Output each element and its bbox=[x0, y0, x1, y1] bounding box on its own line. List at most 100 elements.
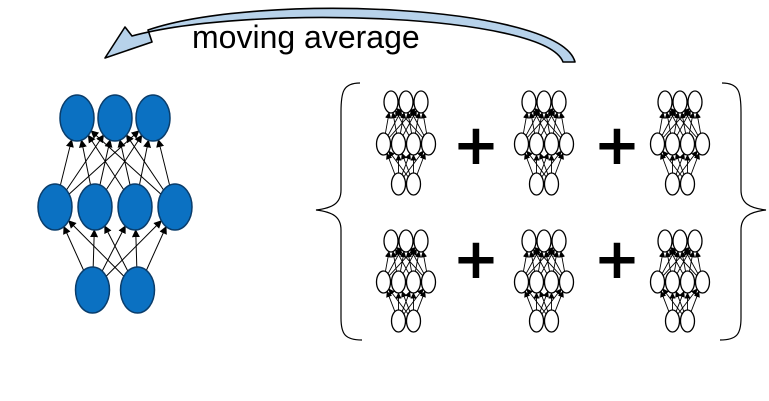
neuron-node bbox=[59, 94, 95, 142]
neuron-node bbox=[413, 229, 429, 253]
connection-arrow bbox=[684, 109, 699, 136]
connection-arrow bbox=[396, 246, 424, 277]
connection-arrow bbox=[388, 150, 409, 178]
neuron-node bbox=[390, 172, 407, 196]
connection-arrow bbox=[662, 288, 683, 315]
connection-arrow bbox=[384, 111, 392, 134]
connection-arrow bbox=[670, 246, 698, 277]
network-nodes bbox=[375, 90, 437, 196]
neuron-node bbox=[405, 172, 422, 196]
neuron-node bbox=[536, 90, 552, 114]
connection-arrow bbox=[670, 107, 698, 138]
connection-arrow bbox=[528, 111, 536, 134]
connection-arrow bbox=[534, 246, 562, 277]
neuron-node bbox=[117, 183, 153, 231]
network-connections bbox=[658, 246, 702, 315]
connection-arrow bbox=[138, 139, 152, 185]
neuron-node bbox=[664, 270, 681, 294]
connection-arrow bbox=[658, 111, 666, 134]
network-nodes bbox=[649, 229, 711, 333]
neuron-node bbox=[679, 270, 696, 294]
network-connections bbox=[522, 107, 566, 178]
network-nodes bbox=[375, 229, 437, 333]
connection-arrow bbox=[664, 111, 672, 134]
plus-sign: + bbox=[453, 227, 500, 292]
connection-arrow bbox=[101, 225, 126, 272]
network-connections bbox=[59, 130, 171, 277]
neuron-node bbox=[383, 229, 399, 253]
connection-arrow bbox=[662, 150, 683, 178]
connection-arrow bbox=[554, 290, 564, 312]
connection-arrow bbox=[104, 225, 129, 272]
neuron-node bbox=[157, 183, 193, 231]
connection-arrow bbox=[66, 134, 104, 191]
connection-arrow bbox=[524, 152, 534, 175]
connection-arrow bbox=[63, 225, 85, 271]
connection-arrow bbox=[87, 134, 125, 191]
neuron-node bbox=[679, 172, 696, 196]
network-connections bbox=[522, 246, 566, 315]
neuron-node bbox=[528, 309, 545, 333]
neuron-node bbox=[513, 270, 530, 294]
neuron-node bbox=[398, 90, 414, 114]
neuron-node bbox=[664, 309, 681, 333]
connection-arrow bbox=[386, 152, 396, 175]
moving-average-label: moving average bbox=[192, 19, 420, 55]
connection-arrow bbox=[660, 152, 670, 175]
neuron-node bbox=[405, 270, 422, 294]
connection-arrow bbox=[396, 107, 424, 138]
neuron-node bbox=[694, 270, 711, 294]
neuron-node bbox=[664, 132, 681, 156]
neuron-node bbox=[657, 90, 673, 114]
neuron-node bbox=[694, 132, 711, 156]
connection-arrow bbox=[526, 288, 547, 315]
connection-arrow bbox=[401, 290, 411, 312]
network-nodes bbox=[513, 90, 575, 196]
neuron-node bbox=[543, 132, 560, 156]
ensemble-network bbox=[375, 229, 437, 333]
ensemble-network bbox=[649, 229, 711, 333]
connection-arrow bbox=[410, 248, 425, 274]
connection-arrow bbox=[68, 220, 125, 277]
neuron-node bbox=[390, 309, 407, 333]
ensemble-network bbox=[375, 90, 437, 196]
connection-arrow bbox=[59, 139, 74, 186]
ensemble-network bbox=[513, 90, 575, 196]
connection-arrow bbox=[386, 290, 396, 312]
connection-arrow bbox=[410, 109, 425, 136]
connection-arrow bbox=[126, 134, 164, 191]
connection-arrow bbox=[117, 139, 131, 186]
network-nodes bbox=[649, 90, 711, 196]
neuron-node bbox=[405, 132, 422, 156]
connection-arrow bbox=[390, 250, 398, 272]
neuron-node bbox=[383, 90, 399, 114]
neuron-node bbox=[375, 132, 392, 156]
neuron-node bbox=[74, 266, 111, 314]
source-network bbox=[37, 94, 193, 314]
neuron-node bbox=[405, 309, 422, 333]
neuron-node bbox=[558, 132, 575, 156]
neuron-node bbox=[649, 270, 666, 294]
neuron-node bbox=[420, 270, 437, 294]
connection-arrow bbox=[690, 152, 700, 175]
neuron-node bbox=[521, 90, 537, 114]
connection-arrow bbox=[156, 139, 171, 186]
connection-arrow bbox=[416, 290, 426, 312]
connection-arrow bbox=[526, 150, 547, 178]
ensemble-network bbox=[649, 90, 711, 196]
connection-arrow bbox=[548, 109, 563, 136]
connection-arrow bbox=[78, 139, 92, 185]
neuron-node bbox=[543, 309, 560, 333]
network-connections bbox=[384, 246, 428, 315]
connection-arrow bbox=[658, 250, 666, 272]
connection-arrow bbox=[390, 111, 398, 134]
neuron-node bbox=[558, 270, 575, 294]
neuron-node bbox=[657, 229, 673, 253]
connection-arrow bbox=[660, 290, 670, 312]
neuron-node bbox=[375, 270, 392, 294]
neuron-node bbox=[77, 183, 113, 231]
connection-arrow bbox=[420, 111, 428, 134]
moving-average-arrow bbox=[104, 7, 576, 63]
plus-sign: + bbox=[453, 113, 500, 178]
